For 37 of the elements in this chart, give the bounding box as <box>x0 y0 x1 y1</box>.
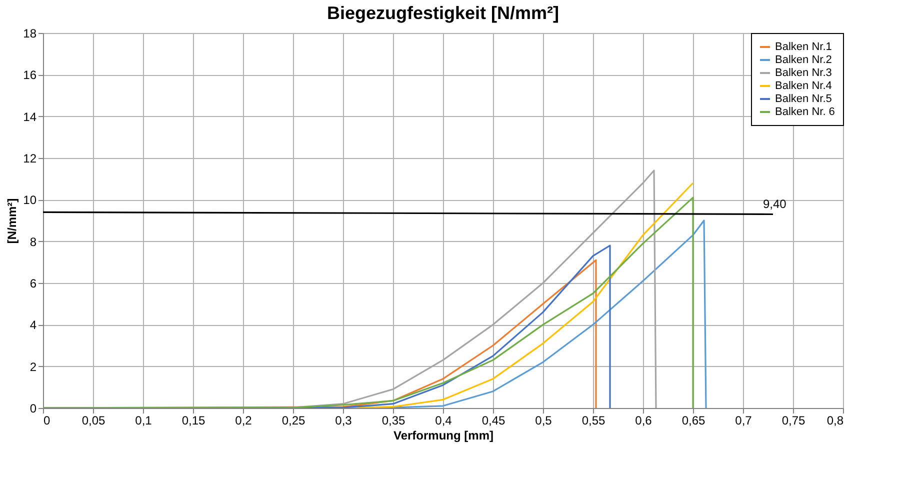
x-tick-label: 0 <box>44 414 50 428</box>
y-tick-label: 0 <box>30 402 37 416</box>
y-tick-label: 6 <box>30 276 37 290</box>
x-tick-label: 0,25 <box>282 414 306 428</box>
y-tick-label: 8 <box>30 234 37 249</box>
x-tick-label: 0,45 <box>482 414 506 428</box>
x-tick-label: 0,75 <box>782 414 806 428</box>
x-axis-title: Verformung [mm] <box>393 428 494 442</box>
legend-label: Balken Nr.1 <box>775 41 832 53</box>
x-tick-label: 0,15 <box>182 414 206 428</box>
y-tick-label: 2 <box>30 360 37 374</box>
annotation: 9,40 <box>763 197 787 212</box>
legend-label: Balken Nr. 6 <box>775 106 835 118</box>
x-tick-label: 0,05 <box>82 414 106 428</box>
x-tick-label: 0,3 <box>335 414 352 428</box>
x-tick-label: 0,65 <box>682 414 706 428</box>
y-tick-label: 4 <box>30 318 37 332</box>
y-tick-label: 16 <box>23 68 37 82</box>
legend-label: Balken Nr.4 <box>775 80 832 92</box>
x-tick-label: 0,55 <box>582 414 606 428</box>
legend-label: Balken Nr.2 <box>775 54 832 66</box>
chart-title: Biegezugfestigkeit [N/mm²] <box>326 3 560 23</box>
x-tick-label: 0,1 <box>135 414 152 428</box>
x-tick-label: 0,2 <box>235 414 252 428</box>
legend-label: Balken Nr.5 <box>775 93 832 105</box>
legend-label: Balken Nr.3 <box>775 67 832 79</box>
x-tick-label: 0,5 <box>535 414 552 428</box>
y-tick-label: 12 <box>23 152 37 166</box>
x-tick-label: 0,35 <box>382 414 406 428</box>
x-tick-label: 0,4 <box>435 414 452 428</box>
x-tick-label: 0,8 <box>826 414 844 428</box>
y-axis-title: [N/mm²] <box>5 198 20 244</box>
y-tick-label: 10 <box>23 193 37 208</box>
x-tick-label: 0,7 <box>735 414 752 428</box>
x-tick-label: 0,6 <box>635 414 652 428</box>
y-tick-label: 14 <box>23 110 37 124</box>
y-tick-label: 18 <box>23 26 37 40</box>
